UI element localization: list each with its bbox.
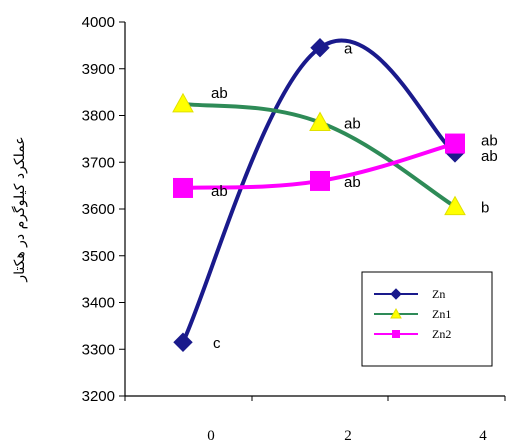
legend: Zn Zn1 Zn2 <box>361 271 493 367</box>
legend-entry-zn1: Zn1 <box>432 307 451 321</box>
data-label: c <box>213 335 221 352</box>
data-point <box>172 92 194 113</box>
data-point <box>445 133 465 154</box>
y-tick-label: 3800 <box>82 108 115 125</box>
y-tick-label: 4000 <box>82 14 115 31</box>
legend-marker <box>390 307 402 319</box>
data-label: ab <box>211 183 228 200</box>
y-axis-title: عملکرد کیلوگرم در هکتار <box>11 136 28 282</box>
y-tick-label: 3500 <box>82 248 115 265</box>
data-point <box>444 195 466 216</box>
data-label: ab <box>211 85 228 102</box>
y-tick-label: 3700 <box>82 154 115 171</box>
axes: 3200 3300 3400 3500 3600 3700 3800 3900 4000 0 2 4 ع… <box>11 14 506 444</box>
data-label: b <box>481 200 489 217</box>
data-point <box>310 38 330 58</box>
data-label: ab <box>481 148 498 165</box>
data-point <box>310 170 330 191</box>
data-point <box>173 332 193 352</box>
y-tick-label: 3400 <box>82 295 115 312</box>
legend-marker <box>390 288 402 300</box>
data-point <box>173 177 193 198</box>
legend-marker <box>392 330 400 338</box>
data-point <box>309 111 331 132</box>
legend-box <box>361 271 493 367</box>
legend-entry-zn2: Zn2 <box>432 327 451 341</box>
series-zn1: ab ab b <box>172 85 489 217</box>
legend-entry-zn: Zn <box>432 287 445 301</box>
y-tick-label: 3900 <box>82 61 115 78</box>
data-label: ab <box>344 174 361 191</box>
y-tick-label: 3600 <box>82 201 115 218</box>
data-label: a <box>344 41 353 58</box>
y-tick-label: 3200 <box>82 388 115 405</box>
data-label: ab <box>481 133 498 150</box>
x-tick-label: 0 <box>207 428 215 444</box>
x-tick-label: 2 <box>344 428 352 444</box>
x-tick-label: 4 <box>479 428 487 444</box>
y-tick-label: 3300 <box>82 341 115 358</box>
data-label: ab <box>344 116 361 133</box>
